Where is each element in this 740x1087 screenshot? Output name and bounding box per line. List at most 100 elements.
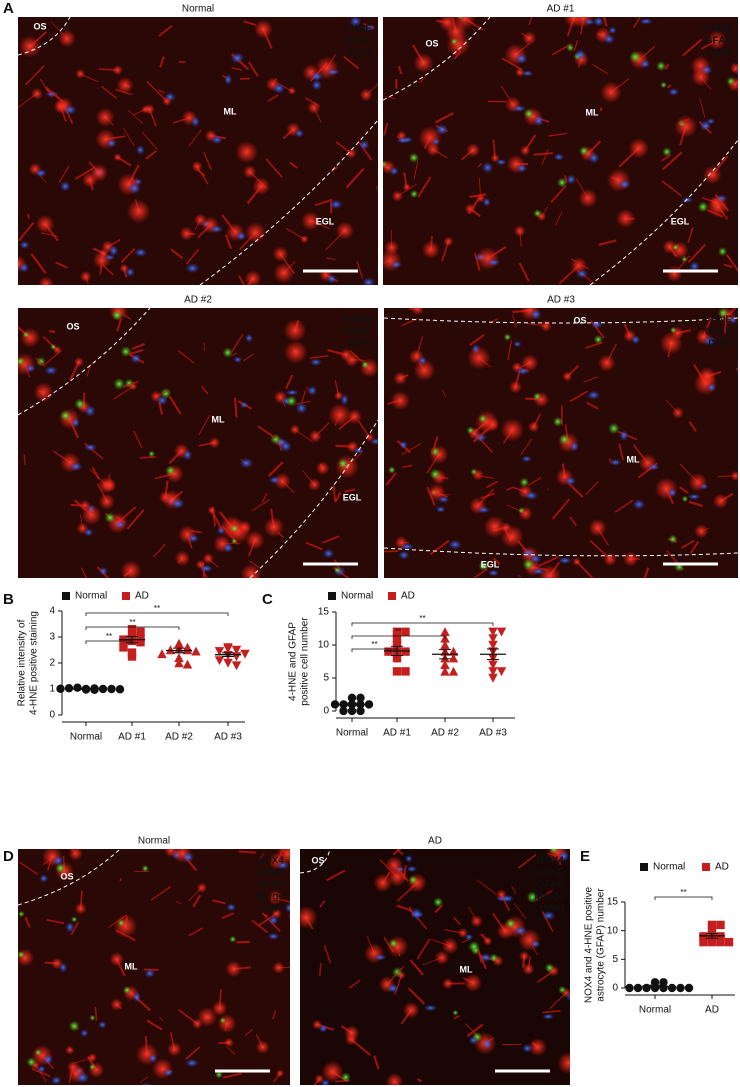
marker-spot bbox=[522, 558, 535, 571]
x-tick-label: AD #2 bbox=[165, 732, 193, 743]
nucleus bbox=[285, 902, 290, 913]
significance-label: ** bbox=[680, 888, 686, 897]
fiber bbox=[590, 17, 593, 19]
cell bbox=[273, 262, 295, 284]
significance-label: ** bbox=[419, 614, 425, 623]
point bbox=[191, 646, 201, 656]
marker-spot bbox=[122, 985, 132, 995]
x-tick-label: Normal bbox=[336, 728, 368, 739]
nucleus bbox=[136, 145, 145, 155]
cell bbox=[263, 516, 285, 538]
fiber bbox=[677, 118, 690, 126]
cell bbox=[702, 165, 722, 185]
channel-label: Merge bbox=[535, 892, 565, 903]
point bbox=[339, 706, 348, 716]
region-label: OS bbox=[60, 871, 73, 881]
fiber bbox=[633, 17, 641, 28]
significance-bracket bbox=[85, 640, 133, 644]
panel-letter: D bbox=[3, 848, 14, 865]
cell bbox=[486, 418, 500, 432]
fiber bbox=[222, 1072, 242, 1079]
nucleus bbox=[156, 395, 169, 406]
nucleus bbox=[114, 520, 126, 529]
marker-spot bbox=[432, 897, 444, 908]
nucleus bbox=[553, 153, 565, 161]
fiber bbox=[231, 67, 243, 71]
cell bbox=[470, 914, 483, 928]
point bbox=[214, 647, 225, 656]
cell bbox=[453, 17, 476, 30]
nucleus bbox=[542, 1013, 555, 1020]
fiber bbox=[492, 557, 501, 566]
y-axis-label: 4-HNE and GFAP bbox=[288, 622, 299, 701]
significance-label: ** bbox=[129, 618, 135, 627]
fiber bbox=[345, 167, 365, 189]
nucleus bbox=[361, 277, 376, 285]
point bbox=[440, 627, 450, 636]
cell bbox=[411, 308, 425, 316]
marker-spot bbox=[229, 935, 237, 943]
point bbox=[448, 666, 459, 676]
point bbox=[625, 983, 634, 993]
fiber bbox=[356, 261, 364, 279]
nucleus bbox=[267, 932, 280, 940]
point bbox=[64, 684, 74, 693]
nucleus bbox=[65, 921, 75, 933]
marker-spot bbox=[408, 875, 418, 885]
cell bbox=[321, 1060, 344, 1083]
nucleus bbox=[134, 248, 148, 257]
nucleus bbox=[587, 390, 601, 400]
nucleus bbox=[43, 1054, 54, 1065]
image-title: AD #2 bbox=[184, 295, 212, 306]
cell bbox=[666, 265, 683, 282]
marker-spot bbox=[285, 395, 298, 407]
nucleus bbox=[19, 262, 30, 274]
cell bbox=[528, 1037, 547, 1057]
fiber bbox=[101, 264, 114, 276]
nucleus bbox=[326, 274, 337, 284]
fiber bbox=[49, 329, 56, 334]
point bbox=[488, 627, 498, 637]
significance-bracket bbox=[85, 626, 180, 630]
channel-label: DAPI bbox=[348, 339, 372, 350]
fiber bbox=[688, 500, 704, 508]
point bbox=[119, 643, 128, 652]
channel-label: 4-HNE bbox=[702, 24, 732, 35]
fiber bbox=[70, 922, 79, 936]
nucleus bbox=[52, 855, 65, 866]
point bbox=[401, 627, 410, 636]
fiber bbox=[682, 38, 703, 57]
nucleus bbox=[487, 569, 500, 577]
nucleus bbox=[699, 120, 712, 132]
cell bbox=[706, 195, 729, 218]
fiber bbox=[30, 253, 47, 275]
cell bbox=[120, 560, 142, 578]
marker-spot bbox=[519, 477, 530, 488]
fiber bbox=[128, 348, 144, 356]
nucleus bbox=[294, 129, 305, 138]
nucleus bbox=[230, 52, 245, 64]
x-tick-label: AD #3 bbox=[214, 732, 242, 743]
fiber bbox=[212, 899, 226, 905]
fiber bbox=[397, 65, 403, 75]
cell bbox=[307, 101, 321, 115]
marker-spot bbox=[230, 524, 239, 533]
fiber bbox=[115, 929, 136, 942]
cell bbox=[253, 19, 273, 39]
nucleus bbox=[35, 168, 47, 178]
nucleus bbox=[128, 182, 141, 195]
cell bbox=[364, 943, 385, 964]
nucleus bbox=[69, 461, 83, 472]
fiber bbox=[569, 516, 577, 527]
marker-spot bbox=[523, 108, 535, 119]
fiber bbox=[680, 540, 695, 549]
point bbox=[127, 625, 137, 634]
boundary bbox=[300, 849, 331, 874]
marker-spot bbox=[111, 309, 123, 321]
nucleus bbox=[171, 498, 185, 509]
cell bbox=[284, 340, 308, 364]
nucleus bbox=[329, 199, 343, 210]
marker-spot bbox=[672, 244, 679, 251]
y-axis-label: Relative intensity of bbox=[17, 619, 28, 706]
fiber bbox=[247, 61, 259, 77]
